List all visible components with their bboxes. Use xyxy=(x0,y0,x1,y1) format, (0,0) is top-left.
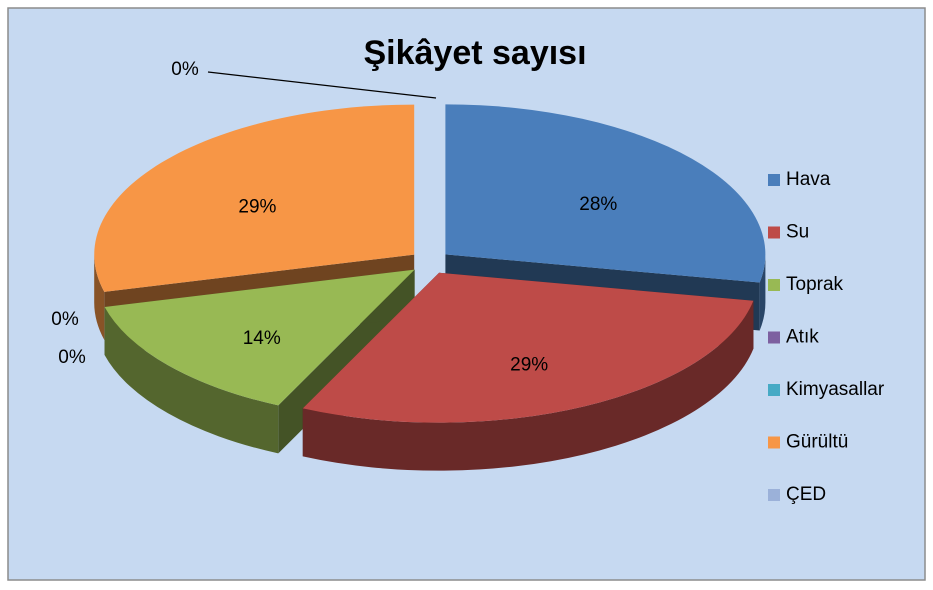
legend-swatch xyxy=(768,331,780,344)
data-label: 29% xyxy=(238,197,276,218)
leader-line xyxy=(207,71,437,99)
slice-side xyxy=(302,300,754,471)
slice xyxy=(94,104,415,292)
data-label: 0% xyxy=(171,59,199,80)
data-label: 0% xyxy=(58,347,86,368)
legend-label: Hava xyxy=(786,169,831,190)
legend-swatch xyxy=(768,174,780,186)
slice-side xyxy=(759,254,766,331)
legend-label: Atık xyxy=(786,327,819,348)
data-label: 0% xyxy=(51,309,79,330)
legend-swatch xyxy=(768,436,780,449)
slice xyxy=(104,269,415,406)
legend-label: Su xyxy=(786,222,809,243)
legend: Hava Su Toprak Atık Kimyasallar Gürültü ÇED xyxy=(768,169,885,505)
slice-side xyxy=(104,307,279,454)
data-label: 28% xyxy=(579,194,617,215)
legend-label: Kimyasallar xyxy=(786,379,885,400)
legend-label: Gürültü xyxy=(786,432,848,453)
legend-label: ÇED xyxy=(786,484,826,505)
legend-swatch xyxy=(768,384,780,396)
legend-swatch xyxy=(768,489,780,501)
slice xyxy=(302,272,754,423)
slice-side xyxy=(94,254,105,340)
chart-title: Şikâyet sayısı xyxy=(363,34,586,72)
data-label: 14% xyxy=(243,328,281,349)
data-label: 29% xyxy=(510,355,548,376)
legend-label: Toprak xyxy=(786,274,844,295)
legend-swatch xyxy=(768,279,780,291)
pie: 28% 29% 14% 0% 0% 29% 0% xyxy=(51,59,766,471)
slice xyxy=(445,104,766,283)
slice xyxy=(100,265,411,303)
legend-swatch xyxy=(768,226,780,239)
